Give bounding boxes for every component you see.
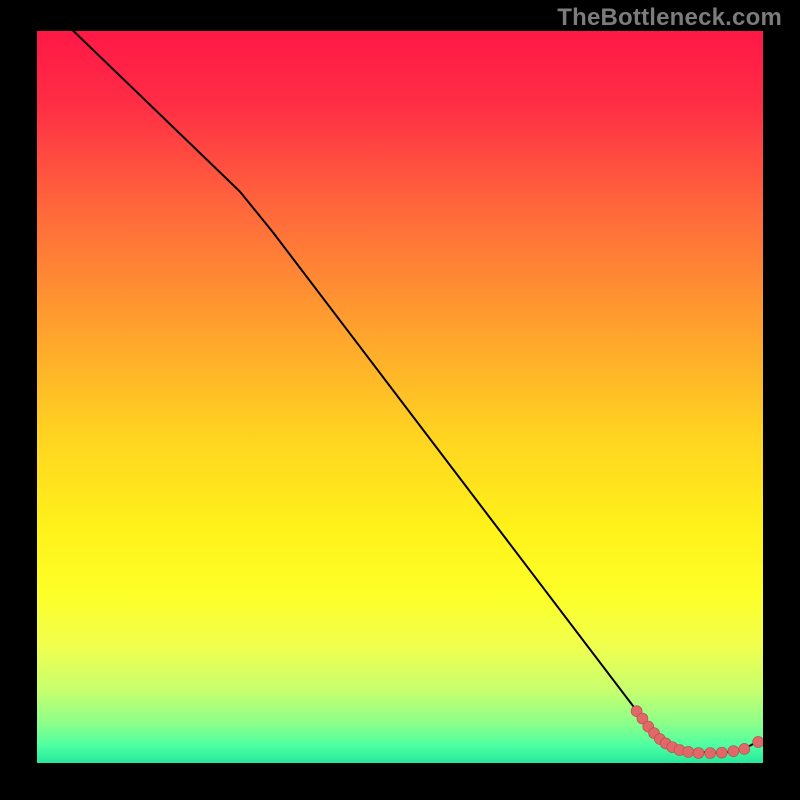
bottleneck-chart — [0, 0, 800, 800]
data-marker — [683, 746, 694, 757]
data-marker — [716, 747, 727, 758]
data-marker — [728, 746, 739, 757]
plot-background — [36, 30, 764, 764]
data-marker — [753, 736, 764, 747]
data-marker — [739, 743, 750, 754]
data-marker — [693, 747, 704, 758]
data-marker — [705, 747, 716, 758]
watermark-text: TheBottleneck.com — [557, 4, 782, 32]
